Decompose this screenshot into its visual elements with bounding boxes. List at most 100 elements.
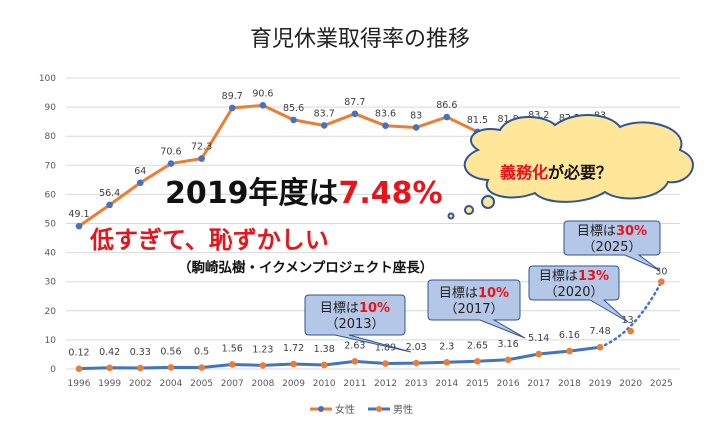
thought-bubble-dot — [481, 195, 495, 209]
callout-year: （2020） — [544, 285, 603, 300]
callout-value: 10% — [478, 286, 509, 301]
callout-value: 10% — [359, 301, 390, 316]
data-point — [474, 357, 481, 365]
thought-text: 義務化が必要？ — [500, 163, 612, 182]
data-point — [290, 116, 297, 124]
data-point — [412, 124, 420, 131]
y-tick-label: 60 — [45, 190, 57, 200]
x-tick-label: 2014 — [435, 379, 458, 389]
data-point — [351, 110, 359, 118]
data-label: 83.2 — [528, 110, 549, 121]
legend-label: 男性 — [393, 403, 413, 416]
x-tick-label: 2025 — [650, 379, 673, 389]
data-label: 1.38 — [314, 344, 335, 355]
data-point — [198, 364, 205, 371]
data-label: 2.63 — [344, 340, 365, 351]
data-label: 0.33 — [130, 347, 151, 358]
x-tick-label: 2019 — [589, 379, 612, 389]
data-point — [106, 364, 113, 372]
data-label: 70.6 — [160, 147, 181, 158]
x-tick-label: 2010 — [313, 379, 336, 389]
data-point — [198, 155, 205, 162]
data-point — [106, 201, 113, 209]
data-label: 89.7 — [222, 91, 243, 102]
callout-box — [528, 265, 629, 323]
data-point — [75, 222, 83, 230]
callout-target: 目標は10% — [439, 286, 509, 301]
headline-prefix: 2019年度は — [165, 176, 339, 211]
data-label: 1.23 — [252, 344, 273, 355]
data-point — [382, 122, 389, 130]
data-point — [228, 104, 236, 112]
data-point — [290, 360, 297, 368]
data-point — [382, 360, 389, 367]
y-tick-label: 80 — [45, 132, 57, 142]
thought-red: 義務化 — [500, 163, 548, 182]
callout-value: 30% — [616, 224, 647, 239]
data-label: 83 — [410, 110, 422, 121]
x-tick-label: 2009 — [282, 379, 305, 389]
data-label: 64 — [134, 166, 146, 177]
data-label: 86.6 — [436, 100, 457, 111]
callout-year: （2025） — [582, 240, 641, 255]
subtitle-red: 低すぎて、恥ずかしい — [89, 226, 329, 254]
callout-prefix: 目標は — [439, 286, 478, 301]
data-label: 0.56 — [160, 346, 181, 357]
data-label: 49.1 — [68, 209, 89, 220]
x-tick-label: 2008 — [251, 379, 274, 389]
data-label: 6.16 — [559, 330, 580, 341]
thought-bubble-dot — [447, 212, 455, 220]
x-tick-label: 2012 — [374, 379, 397, 389]
data-point — [167, 160, 175, 167]
data-label: 0.12 — [68, 348, 89, 359]
thought-cloud — [463, 114, 694, 203]
data-label: 3.16 — [498, 339, 519, 350]
data-point — [137, 179, 144, 187]
x-tick-label: 2005 — [190, 379, 213, 389]
data-point — [658, 278, 665, 286]
headline-text: 2019年度は7.48% — [165, 176, 443, 211]
thought-black: が必要？ — [548, 163, 612, 182]
data-point — [320, 122, 328, 129]
legend-marker — [376, 406, 382, 412]
y-tick-label: 40 — [45, 249, 57, 259]
data-label: 2.65 — [467, 340, 488, 351]
data-label: 56.4 — [99, 188, 120, 199]
data-point — [412, 359, 420, 367]
x-tick-label: 2011 — [343, 379, 366, 389]
legend-label: 女性 — [335, 403, 355, 416]
data-label: 30 — [655, 267, 667, 278]
data-point — [443, 113, 451, 121]
x-tick-label: 2015 — [466, 379, 489, 389]
target-callout: 目標は30%（2025） — [563, 220, 661, 271]
data-point — [504, 356, 512, 364]
chart-title: 育児休業取得率の推移 — [250, 27, 470, 52]
series-line-男性 — [78, 345, 601, 371]
subtitle-quote: （駒崎弘樹・イクメンプロジェクト座長） — [178, 259, 433, 276]
data-point — [443, 359, 451, 366]
callout-prefix: 目標は — [320, 301, 359, 316]
data-label: 1.89 — [375, 343, 396, 354]
x-tick-label: 2018 — [558, 379, 581, 389]
data-label: 72.3 — [191, 142, 212, 153]
x-tick-label: 2007 — [221, 379, 244, 389]
data-label: 2.3 — [439, 341, 454, 352]
x-tick-label: 2002 — [129, 379, 152, 389]
data-label: 0.5 — [194, 347, 209, 358]
data-label: 2.03 — [406, 342, 427, 353]
legend-marker — [318, 406, 324, 412]
y-tick-label: 70 — [45, 161, 57, 171]
data-label: 81.5 — [467, 115, 488, 126]
callout-box — [563, 220, 661, 271]
thought-bubble-dot — [464, 205, 474, 215]
target-callout: 目標は13%（2020） — [528, 265, 629, 323]
data-label: 83.7 — [314, 108, 335, 119]
y-tick-label: 90 — [45, 103, 57, 113]
data-point — [627, 327, 634, 335]
data-label: 90.6 — [252, 88, 273, 99]
x-tick-label: 2017 — [527, 379, 550, 389]
x-tick-label: 1999 — [98, 379, 121, 389]
data-point — [596, 343, 604, 351]
x-tick-label: 2004 — [159, 379, 182, 389]
y-tick-label: 50 — [45, 220, 57, 230]
